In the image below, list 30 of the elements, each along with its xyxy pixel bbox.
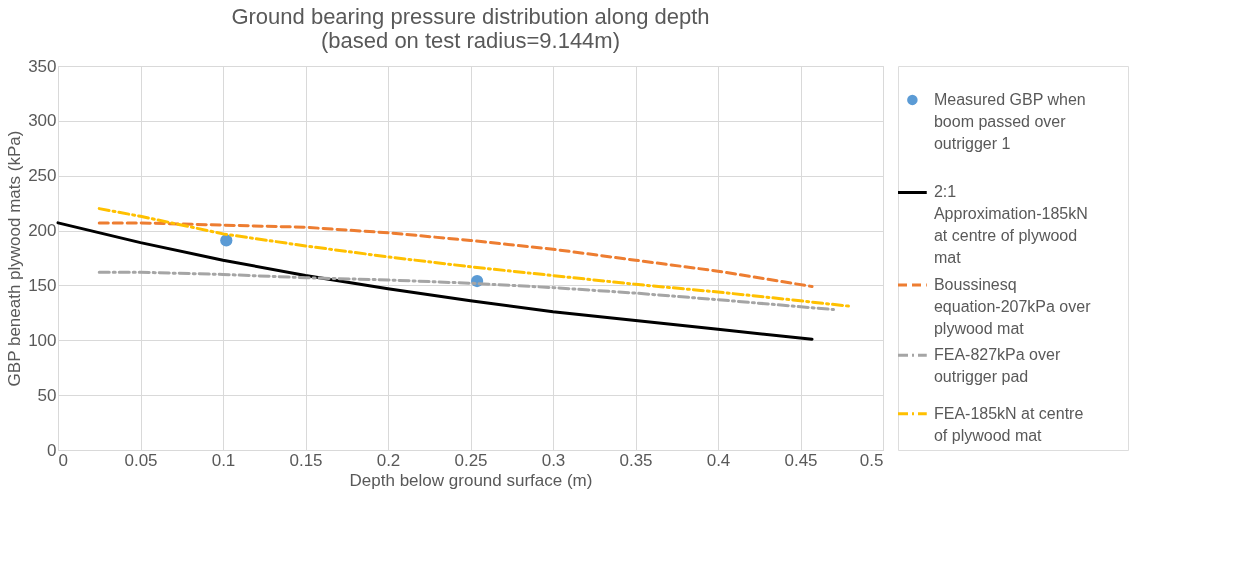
legend-label: FEA-185kN at centre of plywood mat [933,404,1084,444]
y-tick-label: 300 [28,111,57,131]
chart-subtitle: (based on test radius=9.144m) [320,28,621,53]
line-series [97,270,835,312]
y-tick-label: 200 [28,221,57,241]
x-tick-label: 0.45 [784,450,818,470]
x-tick-label: 0.5 [859,450,884,470]
x-tick-label: 0.1 [211,450,236,470]
y-tick-label: 50 [37,385,57,405]
y-tick-label: 100 [28,330,57,350]
y-axis-title: GBP beneath plywood mats (kPa) [5,130,25,387]
line-series [97,221,814,289]
y-tick-label: 350 [28,56,57,76]
y-tick-label: 150 [28,275,57,295]
x-tick-label: 0.3 [541,450,566,470]
legend-label: 2:1 Approximation-185kN at centre of plywood mat [933,183,1088,267]
y-tick-label: 250 [28,166,57,186]
legend-label: Boussinesq equation-207kPa over plywood mat [933,276,1092,338]
x-tick-label: 0.2 [376,450,401,470]
chart-title: Ground bearing pressure distribution along depth [231,4,710,29]
x-tick-label: 0.25 [454,450,488,470]
line-series [97,207,852,308]
legend-label: FEA-827kPa over outrigger pad [933,346,1061,386]
x-axis-title: Depth below ground surface (m) [349,470,593,490]
line-series [56,221,814,341]
legend-label: Measured GBP when boom passed over outrigger 1 [933,90,1086,152]
x-tick-label: 0.15 [289,450,323,470]
x-tick-label: 0.35 [619,450,653,470]
x-tick-label: 0.05 [124,450,158,470]
x-tick-label: 0.4 [706,450,731,470]
